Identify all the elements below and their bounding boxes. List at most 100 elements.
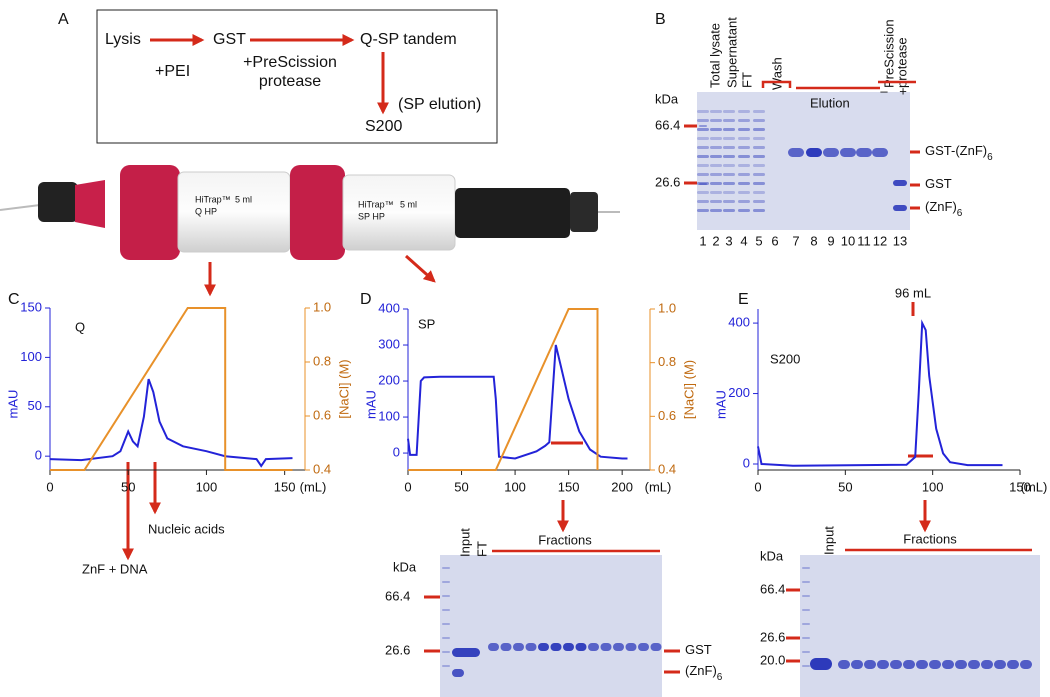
x-axis-label: (mL) (645, 479, 672, 494)
band (1007, 660, 1019, 669)
band (968, 660, 980, 669)
x-axis-label: (mL) (1021, 479, 1048, 494)
band (802, 567, 810, 569)
marker-label: 26.6 (385, 642, 410, 657)
band (550, 643, 562, 651)
lane-number: 13 (893, 233, 907, 248)
band (442, 665, 450, 667)
band (738, 164, 750, 167)
x-tick-label: 50 (121, 479, 135, 494)
lane-header: Input (457, 528, 472, 557)
band (851, 660, 863, 669)
band (513, 643, 524, 651)
y-tick-label: 200 (378, 372, 400, 387)
series-line (407, 344, 628, 460)
series-line (757, 319, 1003, 467)
panel-label: A (58, 11, 69, 28)
chart-label: S200 (770, 351, 800, 366)
band (697, 119, 709, 122)
x-tick-label: 100 (922, 479, 944, 494)
y-tick-label: 400 (378, 300, 400, 315)
band (788, 148, 804, 157)
lane-number: 11 (857, 233, 871, 248)
y-tick-label: 50 (28, 398, 42, 413)
annotation: Nucleic acids (148, 521, 225, 536)
flow-arrows (122, 254, 931, 561)
band (955, 660, 967, 669)
band (697, 164, 709, 167)
column-label: SP HP (358, 211, 385, 221)
lane-number: 12 (873, 233, 887, 248)
band (710, 200, 722, 203)
band (877, 660, 889, 669)
band (723, 128, 735, 131)
band (710, 110, 722, 113)
band (710, 182, 722, 185)
band (723, 209, 735, 212)
band (893, 205, 907, 211)
column-label: HiTrap™ (358, 199, 394, 209)
lane-header: Supernatant (724, 17, 739, 88)
band (500, 643, 512, 651)
y-tick-label: 300 (378, 336, 400, 351)
panel-label: C (8, 291, 20, 308)
flow-box (96, 9, 498, 144)
band (588, 643, 599, 651)
band (697, 173, 709, 176)
band (753, 146, 765, 149)
band (723, 164, 735, 167)
band (723, 137, 735, 140)
band (650, 643, 662, 651)
band (452, 669, 464, 677)
band (753, 119, 765, 122)
band (442, 637, 450, 639)
marker-ticks (424, 124, 920, 674)
band-label: GST (685, 642, 712, 657)
band (806, 148, 822, 157)
band (697, 137, 709, 140)
label-subscript: 6 (987, 152, 993, 163)
flow-step: S200 (365, 118, 402, 135)
marker-label: 66.4 (655, 117, 680, 132)
lane-number: 4 (740, 233, 747, 248)
lane-number: 9 (827, 233, 834, 248)
lane-header: Fractions (538, 532, 592, 547)
columns-photo (0, 165, 620, 260)
marker-label: 26.6 (760, 629, 785, 644)
band (710, 128, 722, 131)
panel-label: B (655, 11, 666, 28)
y-axis-label: mAU (363, 390, 378, 419)
band (738, 119, 750, 122)
flow-step: GST (213, 31, 246, 48)
band (525, 643, 537, 651)
y2-tick-label: 0.8 (313, 353, 331, 368)
band (723, 119, 735, 122)
label-text: GST (925, 176, 952, 191)
lane-number: 7 (792, 233, 799, 248)
band (738, 137, 750, 140)
band (575, 643, 587, 651)
band (600, 643, 612, 651)
band (802, 651, 810, 653)
band (738, 110, 750, 113)
y2-tick-label: 0.4 (658, 461, 676, 476)
band (738, 191, 750, 194)
lane-header: Wash (769, 57, 784, 90)
column-label: HiTrap™ (195, 194, 231, 204)
lane-header: FT (739, 72, 754, 88)
band (710, 137, 722, 140)
marker-label: 20.0 (760, 652, 785, 667)
x-tick-label: 200 (611, 479, 633, 494)
y2-tick-label: 0.4 (313, 461, 331, 476)
lane-header: + (899, 83, 907, 98)
bracket (761, 80, 916, 90)
band (697, 182, 709, 185)
lane-header: Total lysate (707, 23, 722, 88)
band (856, 148, 872, 157)
band (802, 581, 810, 583)
band (723, 200, 735, 203)
band (723, 146, 735, 149)
band (738, 173, 750, 176)
y-axis-label: mAU (5, 390, 20, 419)
